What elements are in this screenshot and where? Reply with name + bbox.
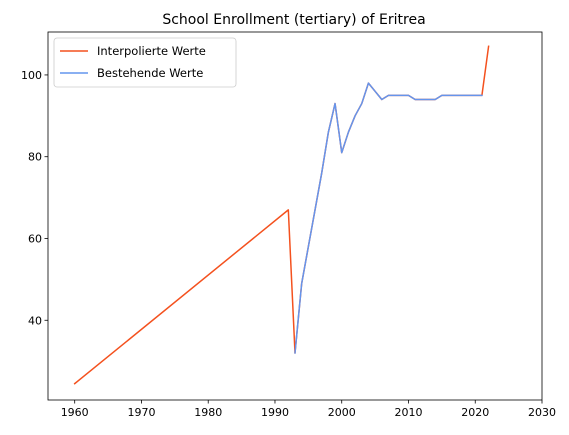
y-tick-label: 60 [28, 232, 42, 245]
plot-frame [47, 31, 543, 401]
plot-area [73, 45, 490, 385]
legend: Interpolierte Werte Bestehende Werte [53, 37, 237, 88]
y-axis: 40 60 80 100 [21, 69, 48, 327]
x-tick-label: 1960 [61, 406, 89, 419]
x-tick-label: 2020 [461, 406, 489, 419]
y-tick-label: 100 [21, 69, 42, 82]
x-tick-label: 1990 [261, 406, 289, 419]
chart-title: School Enrollment (tertiary) of Eritrea [162, 12, 425, 28]
legend-box [53, 37, 237, 88]
legend-label-interpolated: Interpolierte Werte [97, 44, 206, 58]
legend-label-existing: Bestehende Werte [97, 66, 203, 80]
y-tick-label: 40 [28, 314, 42, 327]
x-tick-label: 2030 [528, 406, 556, 419]
x-axis: 1960 1970 1980 1990 2000 2010 2020 2030 [61, 400, 556, 419]
series-line-existing [294, 82, 483, 354]
x-tick-label: 1970 [127, 406, 155, 419]
x-tick-label: 2000 [328, 406, 356, 419]
y-tick-label: 80 [28, 151, 42, 164]
x-tick-label: 1980 [194, 406, 222, 419]
x-tick-label: 2010 [394, 406, 422, 419]
